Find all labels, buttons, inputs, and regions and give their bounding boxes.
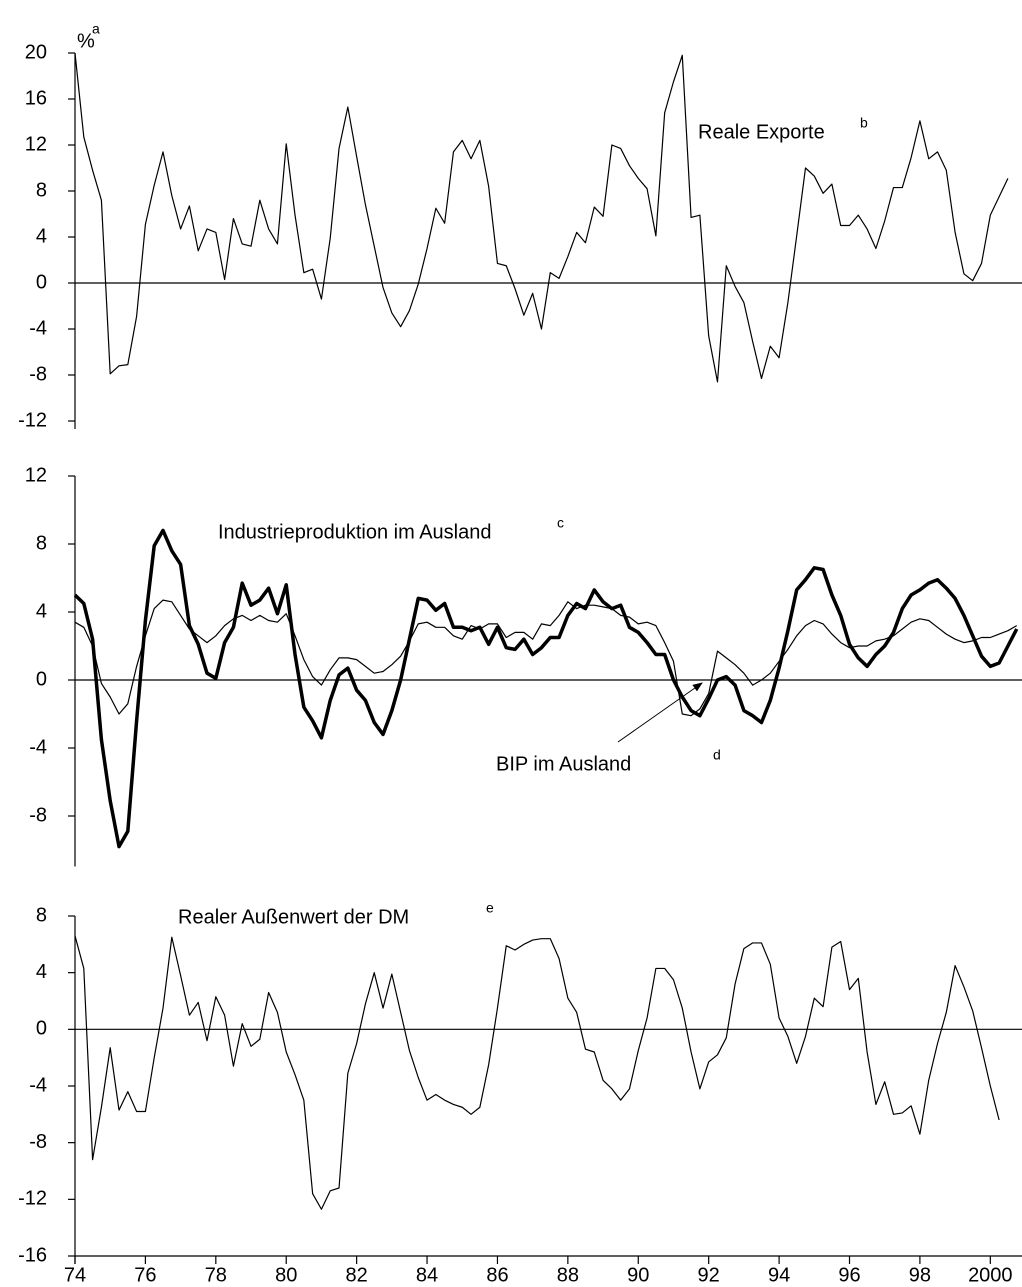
y-tick-label: -8	[29, 1131, 47, 1153]
y-tick-label: 0	[36, 271, 47, 293]
series-line	[74, 935, 1000, 1210]
y-unit-note: a	[92, 21, 100, 37]
y-tick-label: -8	[29, 363, 47, 385]
series-line	[74, 599, 1018, 717]
series-label: Realer Außenwert der DM	[178, 906, 409, 928]
y-tick-label: -8	[29, 804, 47, 826]
x-tick-label: 90	[627, 1264, 649, 1286]
y-unit: %	[77, 30, 95, 52]
y-tick-label: 8	[36, 532, 47, 554]
series-line	[74, 52, 1009, 383]
annotation-arrow	[617, 682, 703, 743]
y-tick-label: 8	[36, 179, 47, 201]
x-tick-label: 98	[909, 1264, 931, 1286]
x-tick-label: 74	[64, 1264, 86, 1286]
series-label: BIP im Ausland	[496, 753, 631, 775]
y-tick-label: -12	[18, 1188, 47, 1210]
x-tick-label: 94	[768, 1264, 790, 1286]
y-tick-label: 12	[25, 133, 47, 155]
x-tick-label: 86	[486, 1264, 508, 1286]
x-tick-label: 80	[275, 1264, 297, 1286]
y-tick-label: 0	[36, 668, 47, 690]
series-note: c	[557, 515, 564, 531]
series-note: d	[713, 747, 721, 763]
x-tick-label: 82	[346, 1264, 368, 1286]
x-tick-label: 88	[557, 1264, 579, 1286]
y-tick-label: -12	[18, 409, 47, 431]
series-line	[73, 528, 1019, 849]
y-tick-label: 4	[36, 600, 47, 622]
series-note: b	[860, 115, 868, 131]
x-tick-label: 2000	[968, 1264, 1013, 1286]
series-note: e	[486, 900, 494, 916]
x-tick-label: 76	[134, 1264, 156, 1286]
y-tick-label: -4	[29, 736, 47, 758]
y-tick-label: -4	[29, 317, 47, 339]
x-tick-label: 96	[838, 1264, 860, 1286]
x-tick-label: 92	[698, 1264, 720, 1286]
y-tick-label: -4	[29, 1074, 47, 1096]
series-label: Reale Exporte	[698, 121, 825, 143]
y-tick-label: 4	[36, 225, 47, 247]
y-tick-label: 20	[25, 41, 47, 63]
x-tick-label: 78	[205, 1264, 227, 1286]
y-tick-label: 16	[25, 87, 47, 109]
y-tick-label: 0	[36, 1018, 47, 1040]
y-tick-label: -16	[18, 1244, 47, 1266]
series-label: Industrieproduktion im Ausland	[218, 521, 492, 543]
y-tick-label: 12	[25, 464, 47, 486]
x-tick-label: 84	[416, 1264, 438, 1286]
y-tick-label: 8	[36, 904, 47, 926]
y-tick-label: 4	[36, 961, 47, 983]
